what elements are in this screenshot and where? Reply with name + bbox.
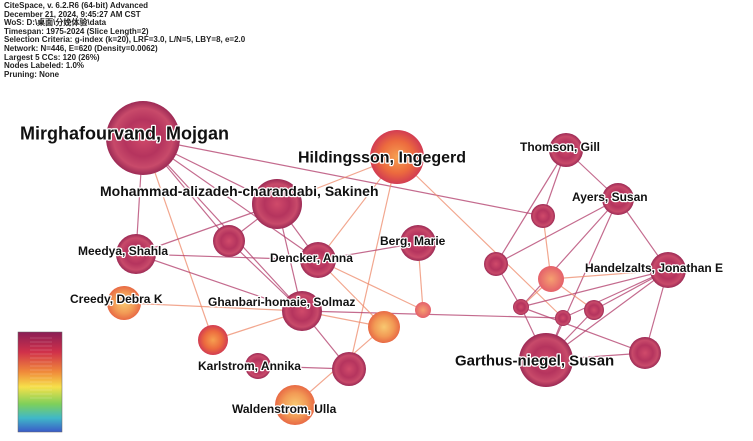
node bbox=[555, 310, 571, 326]
edge bbox=[545, 198, 619, 361]
edge bbox=[317, 259, 424, 311]
header-line: Selection Criteria: g-index (k=20), LRF=… bbox=[4, 35, 246, 45]
node-label: Ghanbari-homaie, Solmaz bbox=[208, 295, 355, 309]
node bbox=[198, 325, 228, 355]
node bbox=[538, 266, 564, 292]
node bbox=[252, 179, 302, 229]
node bbox=[513, 299, 529, 315]
node bbox=[519, 333, 573, 387]
node-label: Creedy, Debra K bbox=[70, 292, 163, 306]
edge bbox=[123, 302, 303, 312]
node bbox=[400, 225, 436, 261]
node bbox=[602, 183, 634, 215]
node bbox=[332, 352, 366, 386]
node-label: Karlstrom, Annika bbox=[198, 359, 301, 373]
node-label: Mohammad-alizadeh-charandabi, Sakineh bbox=[100, 183, 379, 199]
header-line: Network: N=446, E=620 (Density=0.0062) bbox=[4, 43, 158, 53]
node bbox=[629, 337, 661, 369]
header: CiteSpace, v. 6.2.R6 (64-bit) Advanced De… bbox=[4, 1, 246, 79]
node-label: Dencker, Anna bbox=[270, 251, 353, 265]
node bbox=[584, 300, 604, 320]
node-label: Handelzalts, Jonathan E bbox=[585, 261, 723, 275]
node-label: Hildingsson, Ingegerd bbox=[298, 150, 466, 167]
node bbox=[484, 252, 508, 276]
node-label: Mirghafourvand, Mojgan bbox=[20, 123, 229, 143]
header-line: WoS: D:\桌面\分娩体验\data bbox=[4, 18, 107, 28]
edge bbox=[301, 310, 564, 319]
edge bbox=[142, 137, 544, 217]
edge bbox=[520, 306, 646, 354]
edge bbox=[348, 156, 398, 370]
nodes bbox=[106, 101, 686, 425]
edge bbox=[520, 269, 669, 308]
header-line: Nodes Labeled: 1.0% bbox=[4, 61, 85, 71]
node bbox=[370, 130, 424, 184]
labels: Mirghafourvand, Mojgan Hildingsson, Ingeg… bbox=[19, 122, 725, 417]
legend-ticks bbox=[30, 337, 52, 399]
color-legend bbox=[17, 331, 63, 433]
edge bbox=[550, 269, 669, 280]
node bbox=[650, 252, 686, 288]
header-line: Timespan: 1975-2024 (Slice Length=2) bbox=[4, 26, 149, 36]
node bbox=[116, 234, 156, 274]
node bbox=[300, 242, 336, 278]
edge bbox=[495, 149, 567, 265]
node bbox=[549, 133, 583, 167]
header-line: Largest 5 CCs: 120 (26%) bbox=[4, 52, 100, 62]
node bbox=[415, 302, 431, 318]
header-line: Pruning: None bbox=[4, 69, 60, 79]
node-label: Garthus-niegel, Susan bbox=[455, 352, 614, 369]
node bbox=[368, 311, 400, 343]
node bbox=[282, 291, 322, 331]
node bbox=[275, 385, 315, 425]
node-label: Waldenstrom, Ulla bbox=[232, 402, 337, 416]
node-label: Thomson, Gill bbox=[520, 140, 600, 154]
edge bbox=[142, 137, 303, 312]
node bbox=[531, 204, 555, 228]
node bbox=[107, 286, 141, 320]
edge bbox=[495, 198, 619, 265]
node-label: Meedya, Shahla bbox=[78, 244, 168, 258]
node-label: Ayers, Susan bbox=[572, 190, 648, 204]
node bbox=[106, 101, 180, 175]
edge bbox=[520, 198, 619, 308]
header-line: December 21, 2024, 9:45:27 AM CST bbox=[4, 9, 141, 19]
edge bbox=[135, 253, 303, 312]
header-line: CiteSpace, v. 6.2.R6 (64-bit) Advanced bbox=[4, 1, 149, 10]
edge bbox=[135, 253, 319, 261]
node bbox=[213, 225, 245, 257]
edge bbox=[562, 269, 669, 319]
node-label: Berg, Marie bbox=[380, 234, 446, 248]
node bbox=[245, 353, 271, 379]
